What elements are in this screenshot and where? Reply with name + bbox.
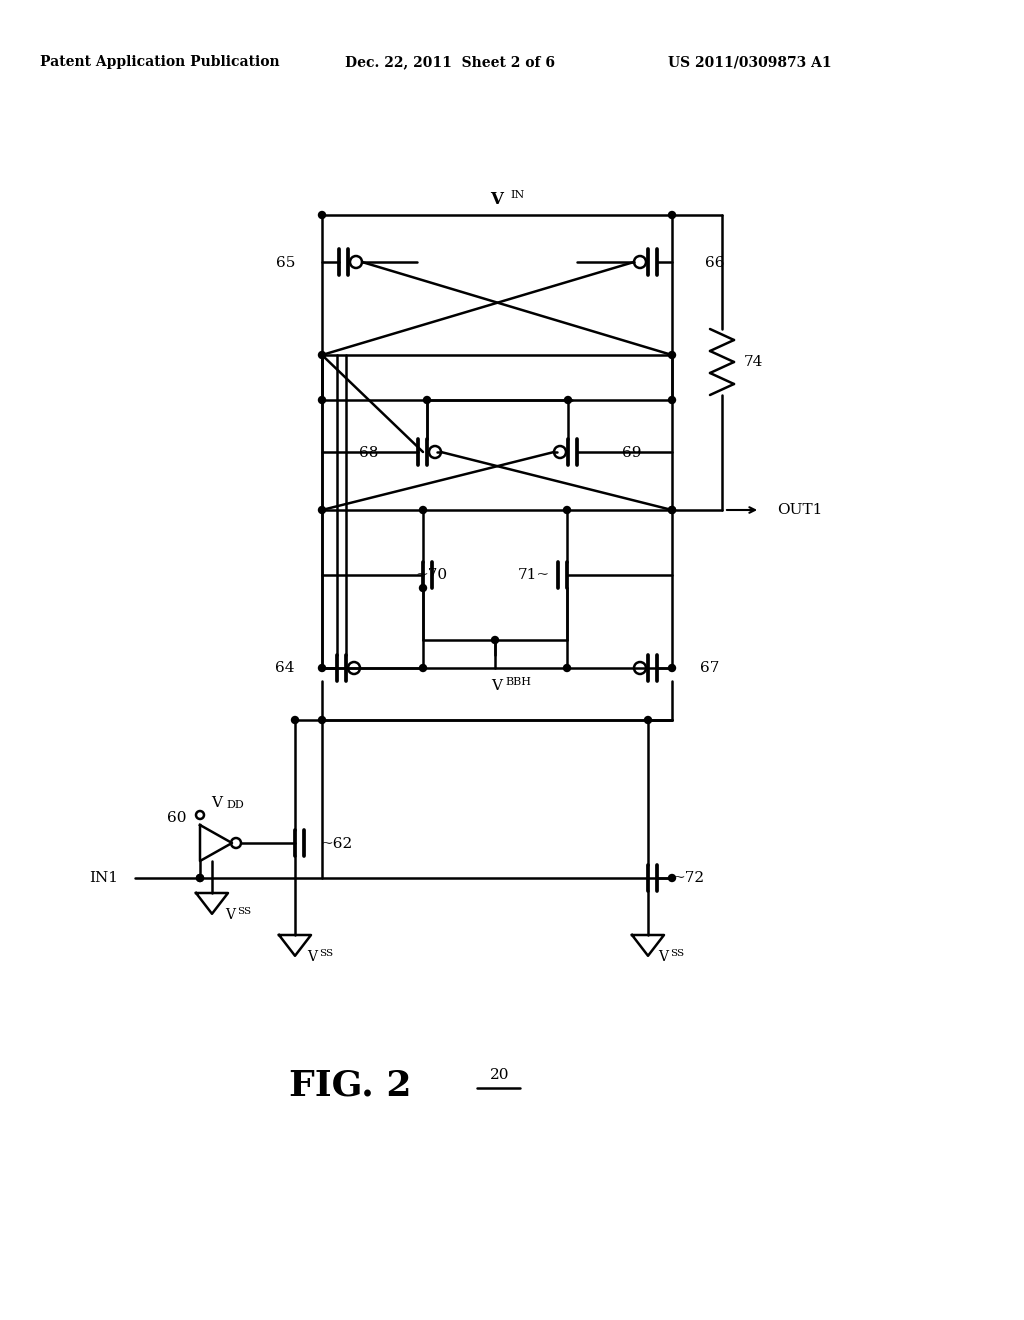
Text: IN: IN [510,190,524,201]
Circle shape [292,717,299,723]
Circle shape [318,211,326,219]
Circle shape [492,636,499,644]
Circle shape [424,396,430,404]
Text: IN1: IN1 [89,871,118,884]
Circle shape [318,664,326,672]
Text: V: V [212,796,222,810]
Text: 69: 69 [622,446,641,459]
Text: 74: 74 [744,355,763,370]
Circle shape [669,507,676,513]
Circle shape [318,717,326,723]
Circle shape [669,664,676,672]
Text: V: V [492,678,503,693]
Polygon shape [200,825,232,861]
Circle shape [669,351,676,359]
Text: V: V [307,950,317,964]
Text: 64: 64 [275,661,295,675]
Circle shape [420,585,427,591]
Text: V: V [225,908,234,921]
Circle shape [563,507,570,513]
Text: 20: 20 [490,1068,510,1082]
Circle shape [669,874,676,882]
Circle shape [318,396,326,404]
Text: ~72: ~72 [672,871,705,884]
Text: 67: 67 [700,661,720,675]
Text: FIG. 2: FIG. 2 [289,1068,412,1102]
Text: BBH: BBH [505,677,531,686]
Text: V: V [658,950,668,964]
Circle shape [318,507,326,513]
Text: ~70: ~70 [415,568,447,582]
Text: SS: SS [670,949,684,957]
Text: 66: 66 [705,256,725,271]
Circle shape [669,507,676,513]
Circle shape [669,396,676,404]
Circle shape [420,507,427,513]
Text: 60: 60 [168,810,187,825]
Circle shape [669,211,676,219]
Text: SS: SS [319,949,333,957]
Circle shape [318,351,326,359]
Text: ~62: ~62 [319,837,352,851]
Circle shape [197,874,204,882]
Text: 71~: 71~ [518,568,550,582]
Text: V: V [490,191,504,209]
Circle shape [197,874,204,882]
Text: 65: 65 [275,256,295,271]
Text: Patent Application Publication: Patent Application Publication [40,55,280,69]
Text: SS: SS [237,907,251,916]
Text: DD: DD [226,800,244,810]
Text: Dec. 22, 2011  Sheet 2 of 6: Dec. 22, 2011 Sheet 2 of 6 [345,55,555,69]
Circle shape [563,664,570,672]
Text: OUT1: OUT1 [777,503,822,517]
Text: US 2011/0309873 A1: US 2011/0309873 A1 [669,55,831,69]
Circle shape [420,664,427,672]
Text: 68: 68 [358,446,378,459]
Circle shape [564,396,571,404]
Circle shape [644,717,651,723]
